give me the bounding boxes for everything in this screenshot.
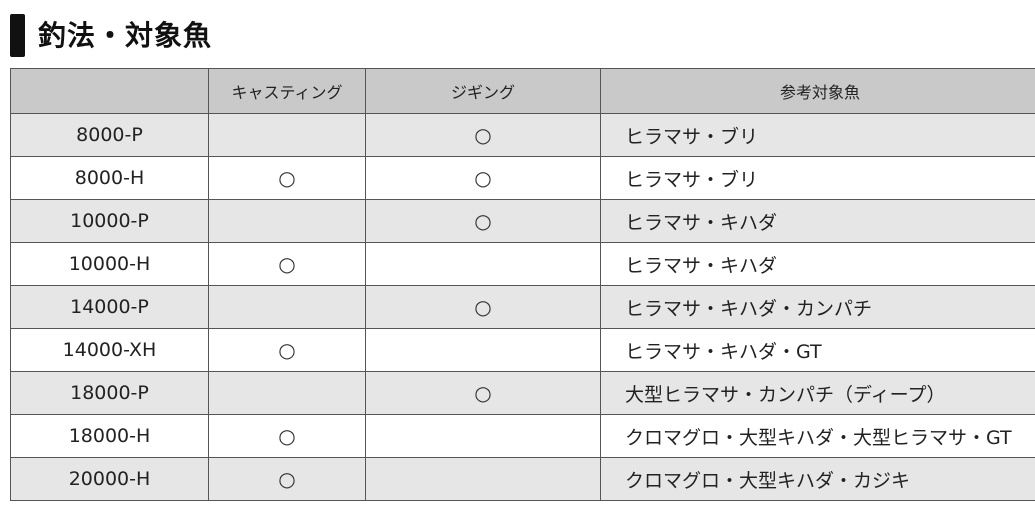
target-fish-cell: クロマグロ・大型キハダ・カジキ — [600, 457, 1035, 501]
header-jigging: ジギング — [365, 68, 601, 114]
casting-cell — [208, 371, 366, 415]
target-fish-cell: ヒラマサ・ブリ — [600, 156, 1035, 200]
title-accent-bar — [10, 14, 25, 57]
jigging-cell: ○ — [365, 156, 601, 200]
target-fish-cell: クロマグロ・大型キハダ・大型ヒラマサ・GT — [600, 414, 1035, 458]
model-cell: 14000-P — [10, 285, 209, 329]
casting-cell: ○ — [208, 242, 366, 286]
table-row: 14000-XH ○ ヒラマサ・キハダ・GT — [10, 328, 1035, 372]
target-fish-cell: 大型ヒラマサ・カンパチ（ディープ） — [600, 371, 1035, 415]
model-cell: 10000-P — [10, 199, 209, 243]
table-row: 10000-P ○ ヒラマサ・キハダ — [10, 199, 1035, 243]
jigging-cell — [365, 414, 601, 458]
table-row: 18000-H ○ クロマグロ・大型キハダ・大型ヒラマサ・GT — [10, 414, 1035, 458]
casting-cell: ○ — [208, 328, 366, 372]
header-target-fish: 参考対象魚 — [600, 68, 1035, 114]
jigging-cell: ○ — [365, 371, 601, 415]
casting-cell — [208, 199, 366, 243]
target-fish-cell: ヒラマサ・キハダ・カンパチ — [600, 285, 1035, 329]
casting-cell — [208, 113, 366, 157]
header-model — [10, 68, 209, 114]
jigging-cell — [365, 328, 601, 372]
target-fish-cell: ヒラマサ・キハダ — [600, 199, 1035, 243]
casting-cell: ○ — [208, 156, 366, 200]
model-cell: 18000-H — [10, 414, 209, 458]
section-title: 釣法・対象魚 — [38, 19, 213, 52]
jigging-cell: ○ — [365, 199, 601, 243]
model-cell: 8000-H — [10, 156, 209, 200]
target-fish-cell: ヒラマサ・キハダ・GT — [600, 328, 1035, 372]
target-fish-cell: ヒラマサ・キハダ — [600, 242, 1035, 286]
jigging-cell: ○ — [365, 113, 601, 157]
model-cell: 18000-P — [10, 371, 209, 415]
table-row: 18000-P ○ 大型ヒラマサ・カンパチ（ディープ） — [10, 371, 1035, 415]
table-row: 8000-P ○ ヒラマサ・ブリ — [10, 113, 1035, 157]
model-cell: 20000-H — [10, 457, 209, 501]
target-fish-cell: ヒラマサ・ブリ — [600, 113, 1035, 157]
model-cell: 8000-P — [10, 113, 209, 157]
table-row: 8000-H ○ ○ ヒラマサ・ブリ — [10, 156, 1035, 200]
casting-cell: ○ — [208, 414, 366, 458]
model-cell: 14000-XH — [10, 328, 209, 372]
jigging-cell — [365, 457, 601, 501]
table-header-row: キャスティング ジギング 参考対象魚 — [10, 68, 1035, 114]
jigging-cell — [365, 242, 601, 286]
table-row: 10000-H ○ ヒラマサ・キハダ — [10, 242, 1035, 286]
method-target-fish-table: キャスティング ジギング 参考対象魚 8000-P ○ ヒラマサ・ブリ 8000-H ○… — [10, 68, 1035, 501]
table-row: 14000-P ○ ヒラマサ・キハダ・カンパチ — [10, 285, 1035, 329]
table-row: 20000-H ○ クロマグロ・大型キハダ・カジキ — [10, 457, 1035, 501]
header-casting: キャスティング — [208, 68, 366, 114]
jigging-cell: ○ — [365, 285, 601, 329]
model-cell: 10000-H — [10, 242, 209, 286]
casting-cell: ○ — [208, 457, 366, 501]
casting-cell — [208, 285, 366, 329]
